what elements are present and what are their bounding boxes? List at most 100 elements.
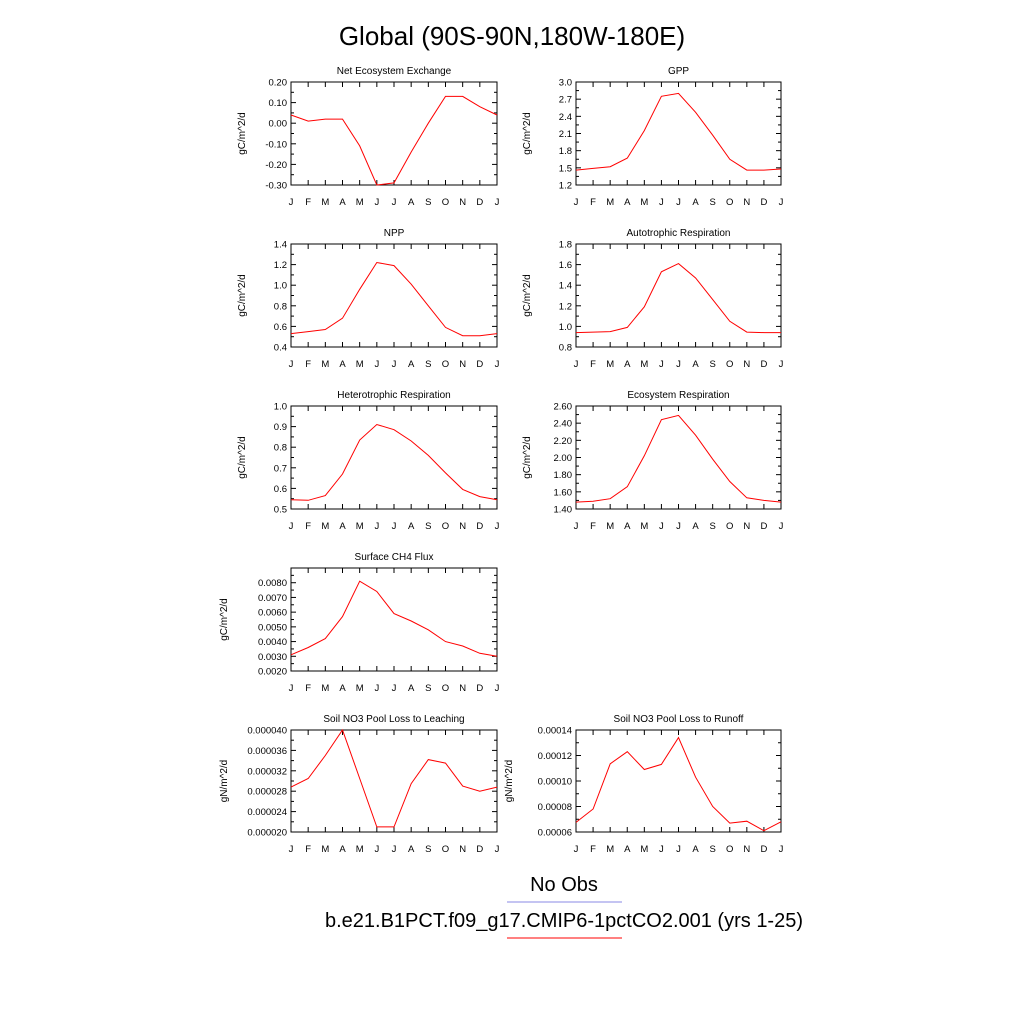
- x-tick-label: J: [374, 521, 379, 532]
- panel-title: Surface CH4 Flux: [355, 552, 434, 563]
- x-tick-label: S: [425, 521, 431, 532]
- x-tick-label: D: [760, 197, 767, 208]
- y-tick-label: 1.0: [559, 322, 572, 333]
- panel-title: Heterotrophic Respiration: [337, 390, 450, 401]
- y-tick-label: 0.0080: [258, 578, 287, 589]
- x-tick-label: O: [726, 359, 733, 370]
- x-tick-label: D: [476, 197, 483, 208]
- x-tick-label: J: [289, 521, 294, 532]
- x-tick-label: J: [574, 521, 579, 532]
- y-tick-label: 0.000024: [247, 807, 287, 818]
- x-tick-label: N: [743, 521, 750, 532]
- x-tick-label: M: [640, 521, 648, 532]
- x-tick-label: D: [760, 844, 767, 855]
- y-tick-label: 1.2: [559, 301, 572, 312]
- x-tick-label: M: [321, 683, 329, 694]
- plot-frame: [575, 729, 782, 833]
- x-tick-label: O: [442, 521, 449, 532]
- y-tick-label: 3.0: [559, 78, 572, 89]
- x-tick-label: N: [743, 197, 750, 208]
- x-tick-label: A: [692, 359, 699, 370]
- x-tick-label: O: [726, 521, 733, 532]
- x-tick-label: N: [459, 197, 466, 208]
- y-tick-label: 0.000040: [247, 726, 287, 737]
- panel-title: NPP: [384, 228, 405, 239]
- x-tick-label: A: [408, 197, 415, 208]
- y-axis-label: gC/m^2/d: [522, 112, 533, 155]
- x-tick-label: O: [442, 197, 449, 208]
- x-tick-label: J: [289, 197, 294, 208]
- x-tick-label: O: [442, 359, 449, 370]
- y-tick-label: 0.8: [274, 301, 287, 312]
- plot-frame: [575, 405, 782, 510]
- x-tick-label: A: [339, 844, 346, 855]
- plot-frame: [290, 243, 498, 348]
- x-tick-label: M: [321, 521, 329, 532]
- page-title: Global (90S-90N,180W-180E): [339, 21, 685, 51]
- x-tick-label: F: [305, 521, 311, 532]
- series-line-gpp: [575, 92, 782, 171]
- panel-title: Soil NO3 Pool Loss to Runoff: [614, 714, 744, 725]
- y-tick-label: 1.2: [559, 181, 572, 192]
- x-tick-label: J: [495, 359, 500, 370]
- x-tick-label: F: [590, 197, 596, 208]
- x-tick-label: J: [374, 683, 379, 694]
- y-tick-label: -0.20: [265, 160, 287, 171]
- x-tick-label: F: [305, 359, 311, 370]
- x-tick-label: A: [692, 197, 699, 208]
- x-tick-label: J: [374, 844, 379, 855]
- x-tick-label: M: [321, 359, 329, 370]
- x-tick-label: J: [659, 844, 664, 855]
- y-tick-label: 0.5: [274, 505, 287, 516]
- y-tick-label: 0.10: [269, 98, 288, 109]
- x-tick-label: O: [442, 683, 449, 694]
- y-axis-label: gC/m^2/d: [219, 598, 230, 641]
- y-tick-label: 0.0060: [258, 608, 287, 619]
- x-tick-label: M: [640, 844, 648, 855]
- y-tick-label: 2.20: [554, 436, 573, 447]
- x-tick-label: M: [606, 844, 614, 855]
- y-tick-label: 0.20: [269, 78, 288, 89]
- y-tick-label: -0.10: [265, 139, 287, 150]
- x-tick-label: M: [356, 359, 364, 370]
- y-tick-label: 0.0030: [258, 652, 287, 663]
- x-tick-label: J: [779, 844, 784, 855]
- x-tick-label: F: [590, 359, 596, 370]
- x-tick-label: J: [659, 521, 664, 532]
- x-tick-label: A: [408, 521, 415, 532]
- panel-title: Ecosystem Respiration: [627, 390, 729, 401]
- series-line-soil-no3-leaching: [290, 728, 498, 828]
- y-tick-label: 2.00: [554, 453, 573, 464]
- x-tick-label: F: [305, 844, 311, 855]
- x-tick-label: O: [726, 844, 733, 855]
- x-tick-label: N: [743, 359, 750, 370]
- x-tick-label: J: [289, 359, 294, 370]
- x-tick-label: M: [321, 844, 329, 855]
- x-tick-label: J: [374, 197, 379, 208]
- x-tick-label: N: [459, 844, 466, 855]
- x-tick-label: F: [590, 521, 596, 532]
- x-tick-label: D: [760, 521, 767, 532]
- panel-surface-ch4-flux: Surface CH4 Flux gC/m^2/d 0.0080 0.0070 0.00…: [219, 552, 500, 694]
- y-tick-label: 0.00006: [538, 828, 572, 839]
- x-tick-label: J: [779, 359, 784, 370]
- y-tick-label: 0.0040: [258, 637, 287, 648]
- y-tick-label: 1.40: [554, 505, 573, 516]
- x-tick-label: J: [779, 197, 784, 208]
- y-tick-label: 0.4: [274, 343, 287, 354]
- y-tick-label: 2.4: [559, 112, 572, 123]
- x-tick-label: J: [676, 521, 681, 532]
- x-tick-label: J: [574, 359, 579, 370]
- y-axis-label: gN/m^2/d: [504, 760, 515, 803]
- panel-ecosystem-respiration: Ecosystem Respiration gC/m^2/d 2.60 2.40 2.2…: [522, 390, 784, 532]
- x-tick-label: J: [495, 197, 500, 208]
- x-tick-label: F: [305, 197, 311, 208]
- x-tick-label: D: [476, 359, 483, 370]
- x-tick-label: M: [606, 521, 614, 532]
- x-tick-label: J: [574, 844, 579, 855]
- y-tick-label: 0.9: [274, 422, 287, 433]
- y-tick-label: 0.00010: [538, 777, 572, 788]
- x-tick-label: M: [356, 521, 364, 532]
- x-tick-label: S: [709, 521, 715, 532]
